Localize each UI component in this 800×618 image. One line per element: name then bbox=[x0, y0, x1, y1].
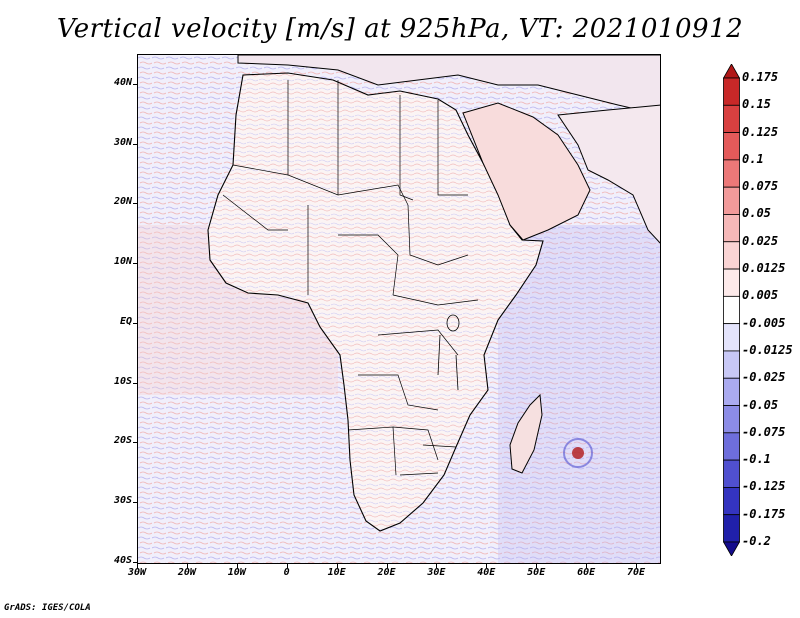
madagascar bbox=[509, 393, 543, 474]
colorbar-level-label: -0.2 bbox=[742, 534, 771, 548]
colorbar-level-label: 0.175 bbox=[742, 70, 779, 84]
colorbar-level-label: 0.15 bbox=[742, 97, 771, 112]
y-tick-mark bbox=[133, 143, 137, 145]
y-tick-mark bbox=[133, 84, 137, 85]
arabia-landmass bbox=[462, 102, 591, 241]
southwest-asia-landmass bbox=[557, 104, 660, 244]
colorbar-segment bbox=[723, 514, 740, 543]
colorbar-svg bbox=[722, 63, 741, 557]
x-tick-mark bbox=[336, 564, 338, 568]
colorbar-segment bbox=[723, 77, 740, 106]
x-tick-label: 10E bbox=[327, 567, 346, 578]
y-tick-mark bbox=[133, 263, 137, 265]
colorbar-level-label: -0.075 bbox=[742, 424, 786, 439]
colorbar-segment bbox=[723, 405, 740, 434]
x-tick-label: 30W bbox=[127, 567, 147, 578]
colorbar-level-label: 0.0125 bbox=[742, 261, 786, 276]
colorbar-level-label: -0.175 bbox=[742, 506, 786, 521]
colorbar-level-label: -0.0125 bbox=[742, 342, 793, 357]
y-tick-mark bbox=[133, 322, 137, 324]
x-tick-mark bbox=[386, 564, 388, 568]
x-tick-label: 20W bbox=[177, 567, 196, 578]
x-tick-label: 70E bbox=[626, 567, 646, 578]
lakes bbox=[437, 314, 460, 391]
x-tick-label: 60E bbox=[577, 567, 596, 578]
x-tick-mark bbox=[286, 564, 288, 568]
y-tick-label: 20S bbox=[113, 435, 132, 447]
y-tick-label: 10S bbox=[113, 375, 132, 387]
x-tick-mark bbox=[636, 564, 637, 568]
colorbar-segment bbox=[722, 63, 741, 79]
x-tick-label: 10W bbox=[227, 567, 246, 578]
colorbar-segment bbox=[723, 295, 740, 325]
map-panel bbox=[137, 54, 661, 564]
colorbar-level-label: -0.025 bbox=[742, 370, 786, 385]
x-tick-mark bbox=[436, 564, 438, 568]
colorbar-segment bbox=[723, 104, 740, 133]
africa-landmass bbox=[207, 72, 544, 532]
colorbar-segment bbox=[723, 323, 740, 352]
country-borders bbox=[222, 80, 479, 476]
x-tick-mark bbox=[137, 564, 138, 568]
colorbar-segment bbox=[723, 459, 740, 488]
y-tick-label: 40S bbox=[113, 554, 132, 566]
colorbar-segment bbox=[723, 432, 740, 461]
y-tick-label: 20N bbox=[113, 196, 132, 208]
x-tick-label: 30E bbox=[427, 567, 446, 578]
y-tick-mark bbox=[133, 501, 137, 503]
y-tick-label: 10N bbox=[113, 256, 132, 268]
colorbar-level-label: 0.05 bbox=[742, 206, 771, 221]
cyclone-ring bbox=[563, 438, 593, 468]
x-tick-label: 50E bbox=[527, 567, 546, 578]
colorbar-level-label: -0.1 bbox=[742, 452, 771, 467]
colorbar-level-label: -0.005 bbox=[742, 315, 786, 330]
colorbar-segment bbox=[723, 377, 740, 406]
x-tick-label: 0 bbox=[283, 567, 290, 578]
y-tick-label: 30N bbox=[113, 136, 132, 148]
colorbar-level-label: -0.05 bbox=[742, 397, 779, 412]
x-tick-mark bbox=[586, 564, 588, 568]
colorbar-level-label: 0.025 bbox=[742, 233, 779, 248]
y-tick-mark bbox=[133, 203, 137, 205]
y-tick-mark bbox=[133, 442, 137, 444]
y-tick-mark bbox=[133, 382, 137, 384]
y-tick-label: EQ bbox=[119, 315, 132, 327]
colorbar bbox=[722, 63, 741, 557]
chart-title: Vertical velocity [m/s] at 925hPa, VT: 2… bbox=[56, 14, 744, 44]
map-svg bbox=[138, 55, 660, 563]
colorbar-segment bbox=[723, 350, 740, 379]
grads-credit: GrADS: IGES/COLA bbox=[4, 603, 91, 613]
colorbar-segment bbox=[723, 487, 740, 516]
x-tick-mark bbox=[486, 564, 488, 568]
x-tick-mark bbox=[236, 564, 238, 568]
colorbar-level-label: 0.005 bbox=[742, 288, 779, 303]
y-tick-mark bbox=[133, 561, 137, 563]
colorbar-level-label: -0.125 bbox=[742, 479, 786, 494]
cyclone-core bbox=[572, 447, 584, 459]
y-tick-label: 30S bbox=[113, 494, 132, 506]
colorbar-segment bbox=[723, 186, 740, 215]
x-tick-label: 20E bbox=[377, 567, 396, 578]
colorbar-level-label: 0.075 bbox=[742, 179, 779, 194]
colorbar-segment bbox=[722, 541, 741, 557]
colorbar-segment bbox=[723, 159, 740, 188]
colorbar-level-label: 0.125 bbox=[742, 124, 779, 139]
colorbar-segment bbox=[723, 214, 740, 243]
x-tick-mark bbox=[186, 564, 188, 568]
colorbar-level-label: 0.1 bbox=[742, 151, 764, 166]
colorbar-segment bbox=[723, 241, 740, 270]
colorbar-segment bbox=[723, 132, 740, 161]
y-tick-label: 40N bbox=[113, 77, 132, 88]
colorbar-segment bbox=[723, 268, 740, 297]
x-tick-label: 40E bbox=[477, 567, 496, 578]
x-tick-mark bbox=[536, 564, 538, 568]
